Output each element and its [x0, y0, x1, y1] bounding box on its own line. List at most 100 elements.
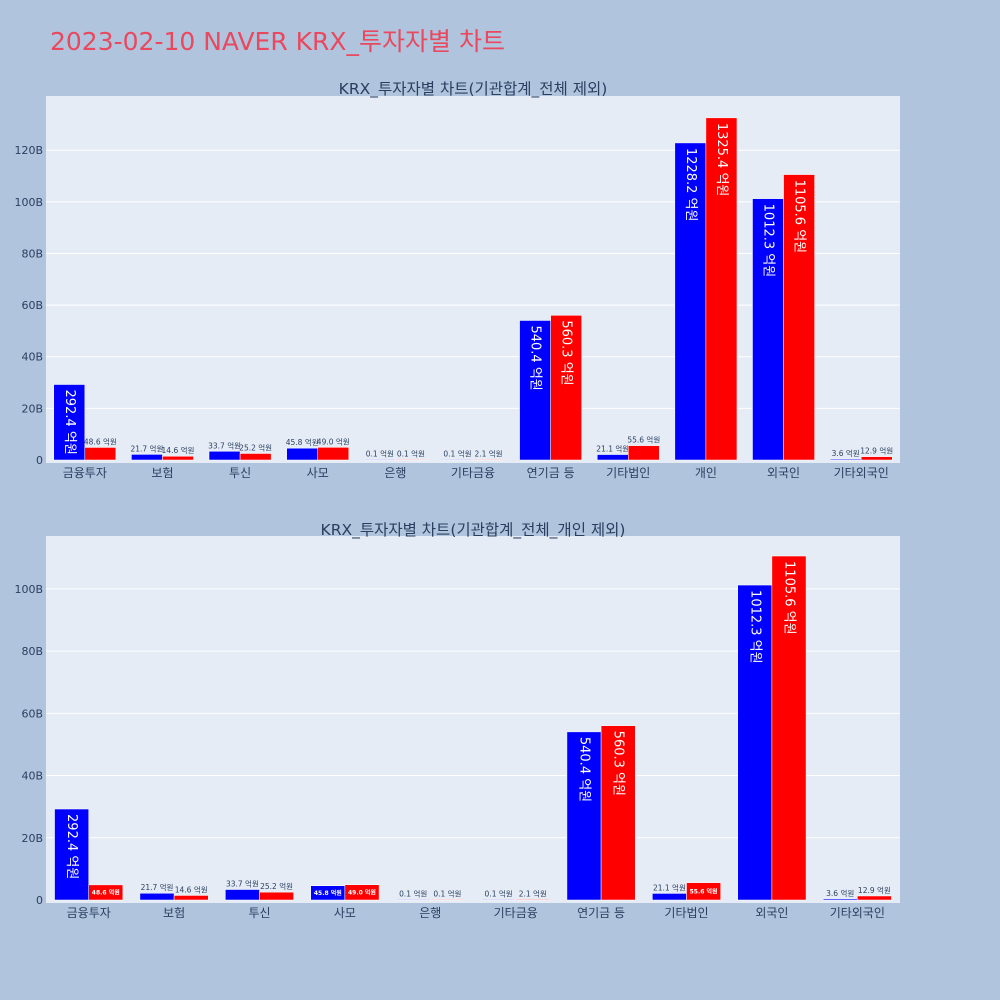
x-tick-label: 기타법인 [664, 906, 708, 920]
x-tick-label: 개인 [695, 466, 717, 480]
y-tick-label: 60B [21, 707, 43, 720]
bar [783, 174, 815, 461]
bar [860, 456, 893, 461]
data-label: 48.6 억원 [84, 437, 117, 446]
x-tick-label: 사모 [334, 906, 356, 920]
x-tick-label: 기타금융 [451, 466, 495, 480]
bar [364, 459, 396, 461]
bar [225, 889, 260, 901]
x-tick-label: 은행 [419, 905, 441, 920]
data-label: 14.6 억원 [175, 885, 208, 894]
x-tick-label: 외국인 [767, 466, 800, 480]
data-label: 0.1 억원 [399, 889, 427, 898]
data-label: 2.1 억원 [519, 889, 547, 898]
data-label: 560.3 억원 [559, 320, 574, 385]
data-label: 540.4 억원 [528, 325, 543, 390]
x-tick-label: 기타법인 [606, 466, 650, 480]
y-tick-label: 0 [36, 894, 43, 907]
bar [566, 731, 602, 901]
x-tick-label: 금융투자 [63, 466, 107, 480]
data-label: 0.1 억원 [485, 889, 513, 898]
y-tick-label: 120B [14, 144, 43, 157]
bar [771, 555, 807, 901]
bar [652, 893, 687, 901]
data-label: 0.1 억원 [366, 449, 394, 458]
data-label: 21.1 억원 [596, 445, 629, 454]
chart-title: KRX_투자자별 차트(기관합계_전체 제외) [339, 80, 608, 99]
page-title: 2023-02-10 NAVER KRX_투자자별 차트 [50, 27, 505, 56]
data-label: 3.6 억원 [826, 889, 854, 898]
data-label: 12.9 억원 [860, 447, 893, 456]
bar [829, 458, 862, 461]
bar [53, 384, 86, 461]
bar [550, 315, 582, 461]
bar [519, 320, 551, 461]
data-label: 292.4 억원 [64, 814, 79, 879]
data-label: 2.1 억원 [474, 449, 502, 458]
x-tick-label: 외국인 [755, 906, 788, 920]
x-tick-label: 투신 [248, 906, 270, 920]
data-label: 1228.2 억원 [683, 148, 698, 222]
bar [857, 895, 892, 901]
bar [344, 884, 380, 901]
y-tick-label: 20B [21, 832, 43, 845]
bar [628, 445, 660, 461]
data-label: 14.6 억원 [162, 446, 195, 455]
data-label: 21.7 억원 [141, 883, 174, 892]
x-tick-label: 투신 [229, 466, 251, 480]
data-label: 49.0 억원 [348, 888, 376, 896]
data-label: 33.7 억원 [208, 441, 241, 450]
bar [139, 892, 175, 901]
data-label: 0.1 억원 [433, 889, 461, 898]
bar [596, 454, 629, 461]
x-tick-label: 연기금 등 [577, 906, 625, 920]
data-label: 1105.6 억원 [792, 180, 807, 254]
bar [430, 899, 465, 901]
bar [481, 899, 516, 901]
bar [822, 898, 858, 901]
bar [686, 882, 721, 901]
bar [88, 884, 124, 901]
bar [259, 891, 294, 901]
y-tick-label: 60B [21, 299, 43, 312]
bar [515, 899, 551, 901]
x-tick-label: 기타외국인 [830, 906, 885, 920]
bar [737, 584, 773, 901]
bar [239, 453, 272, 461]
data-label: 33.7 억원 [226, 880, 259, 889]
data-label: 1012.3 억원 [747, 590, 762, 664]
bar [752, 198, 784, 461]
bar [395, 459, 427, 461]
data-label: 45.8 억원 [314, 889, 342, 897]
data-label: 0.1 억원 [443, 449, 471, 458]
x-tick-label: 보험 [151, 466, 173, 480]
data-label: 1105.6 억원 [781, 561, 796, 635]
data-label: 21.7 억원 [130, 444, 163, 453]
data-label: 3.6 억원 [832, 449, 860, 458]
x-tick-label: 금융투자 [67, 906, 111, 920]
bar [600, 725, 636, 901]
bar [131, 454, 163, 461]
data-label: 48.6 억원 [92, 888, 120, 896]
x-tick-label: 기타외국인 [834, 466, 889, 480]
y-tick-label: 100B [14, 196, 43, 209]
data-label: 25.2 억원 [239, 443, 272, 452]
y-tick-label: 20B [21, 402, 43, 415]
bar [317, 447, 350, 461]
chart-title: KRX_투자자별 차트(기관합계_전체_개인 제외) [321, 521, 626, 540]
bar [705, 117, 738, 461]
x-tick-label: 은행 [384, 465, 406, 480]
data-label: 25.2 억원 [260, 882, 293, 891]
bar [286, 447, 318, 461]
bar [173, 895, 209, 901]
bar [84, 447, 117, 461]
data-label: 12.9 억원 [858, 886, 891, 895]
y-tick-label: 40B [21, 351, 43, 364]
x-tick-label: 기타금융 [494, 906, 538, 920]
data-label: 1012.3 억원 [761, 204, 776, 278]
data-label: 21.1 억원 [653, 883, 686, 892]
x-tick-label: 보험 [163, 906, 185, 920]
data-label: 55.6 억원 [690, 887, 718, 895]
y-tick-label: 80B [21, 645, 43, 658]
